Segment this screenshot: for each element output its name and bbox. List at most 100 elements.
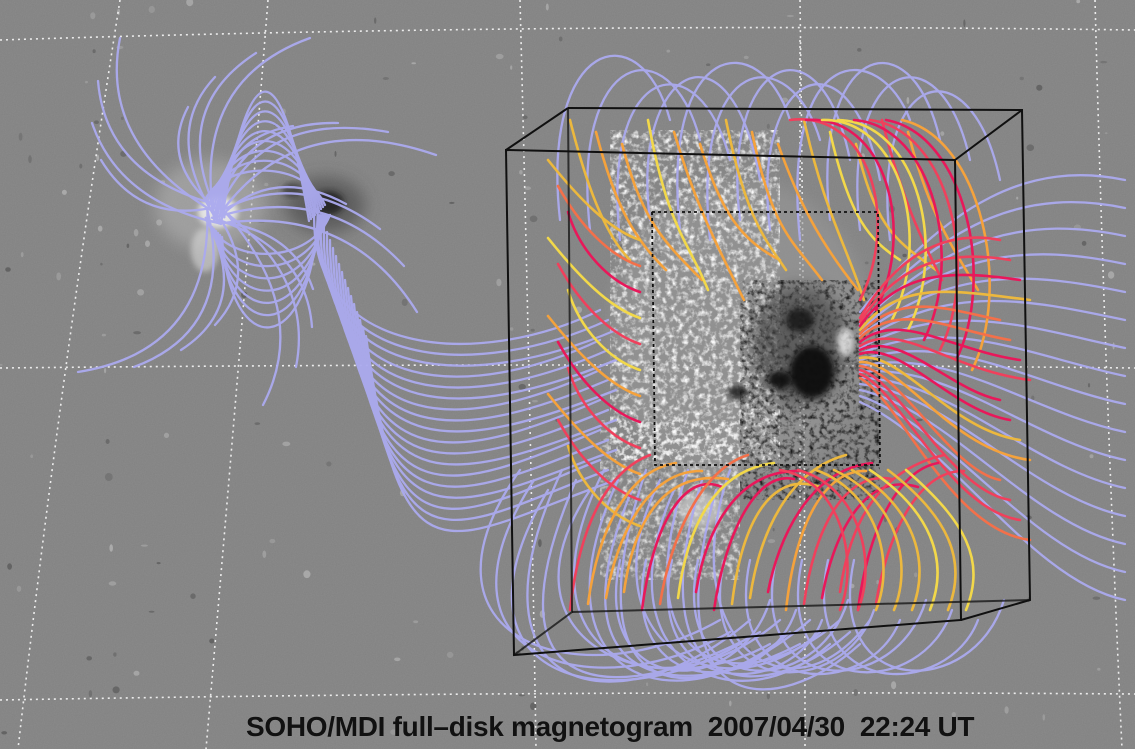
field-line bbox=[858, 236, 1002, 320]
magnetic-element bbox=[262, 550, 267, 558]
field-line bbox=[209, 36, 312, 222]
field-line bbox=[766, 461, 874, 594]
magnetic-element bbox=[133, 670, 140, 676]
magnetic-element bbox=[282, 441, 291, 447]
field-line bbox=[788, 118, 879, 302]
magnetic-element bbox=[1097, 667, 1101, 671]
magnetic-element bbox=[140, 544, 148, 547]
field-line bbox=[886, 90, 1002, 242]
field-line bbox=[836, 118, 927, 332]
magnetic-element bbox=[446, 651, 454, 659]
field-line bbox=[556, 340, 642, 424]
magnetic-element bbox=[1019, 76, 1024, 81]
field-line bbox=[546, 314, 642, 398]
magnetic-element bbox=[532, 399, 538, 403]
magnetic-element bbox=[876, 580, 880, 585]
magnetic-element bbox=[891, 681, 897, 690]
field-line bbox=[573, 468, 782, 669]
field-line bbox=[770, 558, 928, 672]
field-line bbox=[706, 76, 822, 242]
field-line bbox=[219, 90, 311, 226]
magnetic-element bbox=[390, 729, 397, 735]
field-line bbox=[179, 216, 226, 352]
field-line bbox=[832, 468, 903, 612]
field-line bbox=[858, 356, 1022, 442]
magnetic-element bbox=[413, 620, 419, 624]
field-line bbox=[730, 482, 822, 606]
magnetic-element bbox=[112, 686, 120, 694]
field-line bbox=[556, 54, 672, 222]
field-line bbox=[858, 394, 1127, 574]
magnetic-element bbox=[509, 327, 514, 331]
field-line bbox=[778, 468, 849, 612]
field-line bbox=[858, 372, 1022, 522]
magnetic-element bbox=[495, 53, 504, 60]
magnetic-element bbox=[646, 682, 649, 687]
magnetic-element bbox=[85, 80, 88, 84]
field-line bbox=[822, 558, 980, 676]
magnetic-element bbox=[56, 272, 62, 281]
field-line bbox=[337, 262, 618, 433]
field-line bbox=[724, 118, 788, 272]
field-line bbox=[776, 142, 860, 292]
magnetic-element bbox=[401, 298, 408, 306]
magnetic-element bbox=[101, 333, 106, 337]
magnetic-element bbox=[92, 49, 96, 54]
field-line bbox=[904, 468, 975, 612]
magnetic-element bbox=[94, 120, 99, 124]
field-line bbox=[358, 318, 602, 510]
magnetic-element bbox=[303, 570, 311, 579]
field-line bbox=[334, 254, 610, 422]
magnetic-element bbox=[0, 363, 3, 366]
magnetic-element bbox=[190, 593, 196, 599]
magnetic-element bbox=[766, 123, 770, 129]
closed-field-lines bbox=[546, 118, 1032, 612]
field-line bbox=[586, 461, 678, 606]
box-back-edges bbox=[567, 107, 1032, 621]
magnetic-element bbox=[96, 154, 100, 161]
field-line bbox=[586, 69, 702, 232]
field-line bbox=[856, 461, 940, 612]
field-line bbox=[646, 118, 710, 292]
field-line bbox=[220, 213, 320, 329]
magnetic-element bbox=[90, 12, 96, 20]
magnetic-element bbox=[538, 539, 542, 548]
field-line bbox=[546, 392, 642, 476]
magnetic-element bbox=[79, 163, 83, 169]
field-line bbox=[854, 142, 938, 272]
field-line bbox=[346, 286, 618, 466]
magnetic-element bbox=[864, 261, 869, 265]
magnetic-element bbox=[108, 581, 117, 586]
field-line bbox=[886, 468, 957, 612]
magnetic-element bbox=[7, 563, 12, 570]
field-line bbox=[312, 198, 602, 345]
field-line bbox=[784, 469, 868, 612]
magnetic-element bbox=[105, 439, 110, 444]
magnetic-element bbox=[518, 694, 525, 697]
magnetic-element bbox=[786, 14, 795, 18]
box-edge-top-left bbox=[505, 107, 569, 151]
magnetic-element bbox=[496, 278, 502, 287]
magnetic-element bbox=[137, 289, 145, 296]
extrapolation-box bbox=[504, 107, 1032, 657]
field-line bbox=[744, 558, 902, 676]
magnetic-element bbox=[388, 171, 395, 177]
magnetic-element bbox=[20, 252, 24, 258]
field-line bbox=[352, 302, 610, 488]
magnetic-element bbox=[16, 585, 22, 592]
magnetic-element bbox=[163, 432, 170, 438]
magnetic-element bbox=[30, 454, 34, 459]
field-line bbox=[712, 468, 872, 670]
field-line bbox=[620, 142, 704, 282]
magnetic-element bbox=[1026, 144, 1035, 151]
field-line bbox=[217, 100, 313, 223]
field-line bbox=[322, 222, 602, 378]
figure-caption: SOHO/MDI full–disk magnetogram 2007/04/3… bbox=[246, 711, 975, 742]
magnetic-element bbox=[530, 328, 535, 332]
field-line bbox=[355, 310, 618, 499]
magnetic-element bbox=[1031, 395, 1035, 401]
magnetic-element bbox=[88, 690, 93, 698]
magnetic-element bbox=[1016, 196, 1019, 200]
